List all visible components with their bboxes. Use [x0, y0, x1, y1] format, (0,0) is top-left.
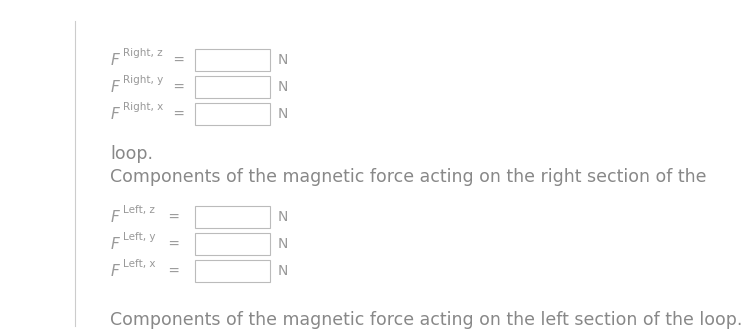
- Text: =: =: [170, 53, 185, 67]
- Text: Right, z: Right, z: [124, 48, 164, 58]
- Text: =: =: [170, 80, 185, 94]
- FancyBboxPatch shape: [195, 103, 270, 125]
- Text: N: N: [278, 264, 288, 278]
- Text: Right, x: Right, x: [124, 102, 164, 112]
- FancyBboxPatch shape: [195, 206, 270, 228]
- Text: =: =: [164, 264, 180, 278]
- Text: =: =: [164, 237, 180, 251]
- Text: N: N: [278, 80, 288, 94]
- Text: $\mathit{F}$: $\mathit{F}$: [110, 209, 121, 225]
- Text: =: =: [164, 210, 180, 224]
- Text: $\mathit{F}$: $\mathit{F}$: [110, 236, 121, 252]
- Text: $\mathit{F}$: $\mathit{F}$: [110, 263, 121, 279]
- FancyBboxPatch shape: [195, 233, 270, 255]
- FancyBboxPatch shape: [195, 76, 270, 98]
- Text: =: =: [170, 107, 185, 121]
- Text: $\mathit{F}$: $\mathit{F}$: [110, 52, 121, 68]
- Text: Components of the magnetic force acting on the left section of the loop.: Components of the magnetic force acting …: [110, 311, 742, 329]
- Text: $\mathit{F}$: $\mathit{F}$: [110, 79, 121, 95]
- FancyBboxPatch shape: [195, 49, 270, 71]
- Text: Right, y: Right, y: [124, 75, 164, 85]
- Text: Components of the magnetic force acting on the right section of the: Components of the magnetic force acting …: [110, 168, 706, 186]
- Text: N: N: [278, 107, 288, 121]
- Text: $\mathit{F}$: $\mathit{F}$: [110, 106, 121, 122]
- Text: loop.: loop.: [110, 145, 153, 163]
- Text: N: N: [278, 53, 288, 67]
- Text: Left, x: Left, x: [124, 259, 156, 269]
- FancyBboxPatch shape: [195, 260, 270, 282]
- Text: N: N: [278, 210, 288, 224]
- Text: N: N: [278, 237, 288, 251]
- Text: Left, y: Left, y: [124, 232, 156, 242]
- Text: Left, z: Left, z: [124, 205, 155, 215]
